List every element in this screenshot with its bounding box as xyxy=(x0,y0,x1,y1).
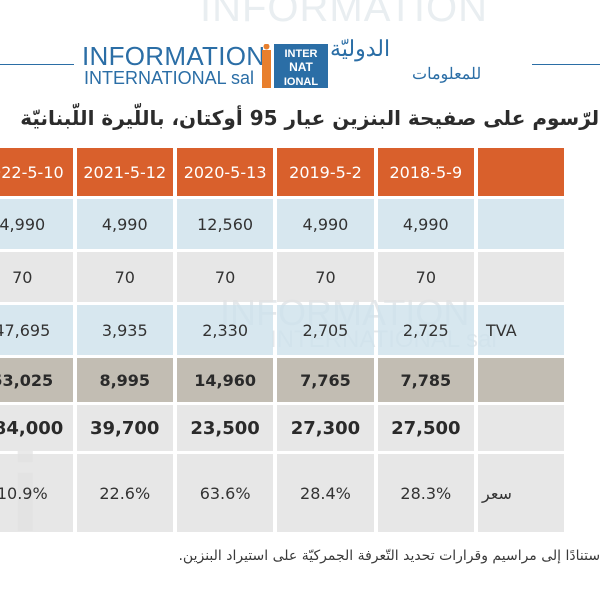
column-header-label xyxy=(478,148,564,196)
table-cell: 4,990 xyxy=(377,199,474,249)
table-cell: 4,990 xyxy=(277,199,374,249)
table-cell: 27,300 xyxy=(277,405,374,451)
table-cell: 47,695 xyxy=(0,305,73,355)
table-cell: 2,330 xyxy=(176,305,274,355)
table-cell: 28.4% xyxy=(277,454,374,532)
svg-text:NAT: NAT xyxy=(289,60,313,74)
table-cell: 2,705 xyxy=(277,305,374,355)
table-cell: 70 xyxy=(76,252,173,302)
logo-arabic-line1: الدوليّة xyxy=(330,37,391,62)
table-cell: 27,500 xyxy=(377,405,474,451)
table-cell: 22.6% xyxy=(76,454,173,532)
table-cell: 10.9% xyxy=(0,454,73,532)
svg-text:IONAL: IONAL xyxy=(284,76,319,88)
row-label-price-share: سعر xyxy=(478,454,564,532)
table-row: 47,695 3,935 2,330 2,705 2,725 TVA xyxy=(0,305,564,355)
page-title: الرّسوم على صفيحة البنزين عيار 95 أوكتان… xyxy=(20,106,600,130)
logo-english-line2: INTERNATIONAL sal xyxy=(84,68,255,88)
table-row: 70 70 70 70 70 xyxy=(0,252,564,302)
svg-text:INTER: INTER xyxy=(285,48,318,60)
column-header-2019: 2019-5-2 xyxy=(277,148,374,196)
row-label-tva: TVA xyxy=(478,305,564,355)
table-row-percentage: 10.9% 22.6% 63.6% 28.4% 28.3% سعر xyxy=(0,454,564,532)
table-cell: 28.3% xyxy=(377,454,474,532)
table-cell: 63.6% xyxy=(176,454,274,532)
logo-arabic-line2: للمعلومات xyxy=(412,64,482,83)
logo-badge-icon: INTER NAT IONAL xyxy=(262,44,328,88)
table-cell: 53,025 xyxy=(0,358,73,402)
column-header-2020: 2020-5-13 xyxy=(176,148,274,196)
table-row-price: 484,000 39,700 23,500 27,300 27,500 xyxy=(0,405,564,451)
table-cell: 2,725 xyxy=(377,305,474,355)
table-cell: 70 xyxy=(277,252,374,302)
table-cell: 7,785 xyxy=(377,358,474,402)
column-header-2018: 2018-5-9 xyxy=(377,148,474,196)
table-cell: 39,700 xyxy=(76,405,173,451)
table-cell: 14,960 xyxy=(176,358,274,402)
table-cell: 70 xyxy=(0,252,73,302)
table-cell: 3,935 xyxy=(76,305,173,355)
row-label xyxy=(478,405,564,451)
table-cell: 8,995 xyxy=(76,358,173,402)
table-cell: 23,500 xyxy=(176,405,274,451)
logo-rule-left xyxy=(0,64,74,65)
row-label xyxy=(478,252,564,302)
logo-rule-right xyxy=(532,64,600,65)
column-header-2021: 2021-5-12 xyxy=(76,148,173,196)
table-cell: 70 xyxy=(377,252,474,302)
source-note: استنادًا إلى مراسيم وقرارات تحديد التّعر… xyxy=(178,548,600,564)
table-header-row: 2022-5-10 2021-5-12 2020-5-13 2019-5-2 2… xyxy=(0,148,564,196)
table-cell: 4,990 xyxy=(0,199,73,249)
row-label xyxy=(478,199,564,249)
table-cell: 4,990 xyxy=(76,199,173,249)
logo-english-line1: INFORMATION xyxy=(82,41,266,71)
table-cell: 70 xyxy=(176,252,274,302)
watermark-text-top: INFORMATION xyxy=(200,0,489,30)
table-row: 4,990 4,990 12,560 4,990 4,990 xyxy=(0,199,564,249)
table-cell: 7,765 xyxy=(277,358,374,402)
table-cell: 484,000 xyxy=(0,405,73,451)
column-header-2022: 2022-5-10 xyxy=(0,148,73,196)
brand-logo: INFORMATION INTERNATIONAL sal INTER NAT … xyxy=(0,37,600,90)
table-cell: 12,560 xyxy=(176,199,274,249)
table-row-total: 53,025 8,995 14,960 7,765 7,785 xyxy=(0,358,564,402)
fees-table: 2022-5-10 2021-5-12 2020-5-13 2019-5-2 2… xyxy=(0,145,568,535)
row-label xyxy=(478,358,564,402)
